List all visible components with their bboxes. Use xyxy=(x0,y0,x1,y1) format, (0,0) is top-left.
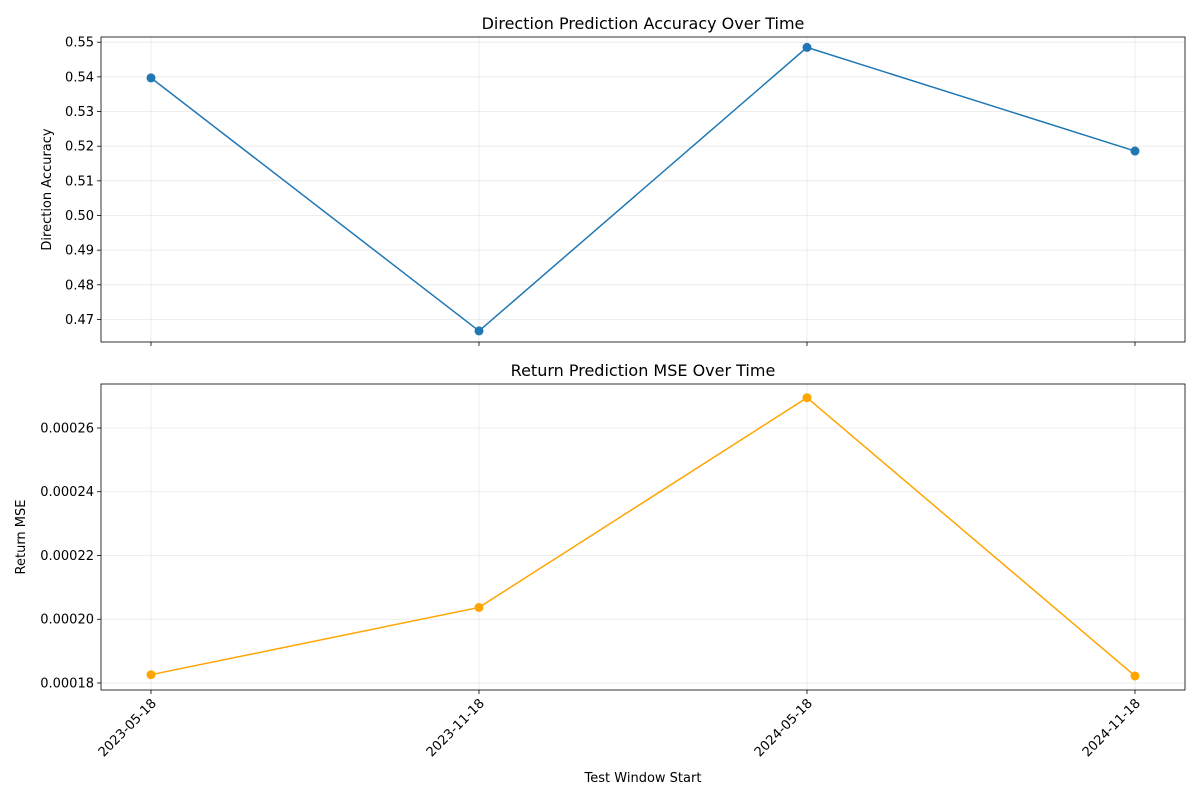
y-axis-label: Direction Accuracy xyxy=(40,128,55,251)
data-point xyxy=(1130,671,1140,681)
axes-frame xyxy=(100,36,1186,343)
x-axis-label: Test Window Start xyxy=(584,771,702,786)
y-tick-label: 0.00022 xyxy=(40,549,94,564)
y-tick-label: 0.00024 xyxy=(40,485,94,500)
series-line xyxy=(150,46,1136,332)
data-point xyxy=(802,42,812,52)
y-tick-label: 0.54 xyxy=(65,70,94,85)
data-point xyxy=(1130,146,1140,156)
x-tick-label: 2024-11-18 xyxy=(1080,696,1144,760)
y-tick-label: 0.51 xyxy=(65,174,94,189)
y-tick-label: 0.52 xyxy=(65,140,94,155)
series-line xyxy=(150,396,1136,677)
y-tick-label: 0.49 xyxy=(65,244,94,259)
chart-panel-2: 0.00018 0.00020 0.00022 0.00024 0.00026 2023-… xyxy=(14,361,1186,786)
data-point xyxy=(146,73,156,83)
data-point xyxy=(146,670,156,680)
data-point xyxy=(474,326,484,336)
y-tick-label: 0.47 xyxy=(65,313,94,328)
y-tick-label: 0.53 xyxy=(65,105,94,120)
chart-title: Direction Prediction Accuracy Over Time xyxy=(482,14,805,33)
y-tick-label: 0.50 xyxy=(65,209,94,224)
data-point xyxy=(802,393,812,403)
x-tick-label: 2023-11-18 xyxy=(424,696,488,760)
y-tick-label: 0.00026 xyxy=(40,421,94,436)
y-axis-label: Return MSE xyxy=(14,500,29,575)
y-tick-label: 0.00020 xyxy=(40,613,94,628)
y-tick-label: 0.55 xyxy=(65,36,94,51)
axes-frame xyxy=(100,383,1186,691)
y-tick-label: 0.00018 xyxy=(40,676,94,691)
data-point xyxy=(474,602,484,612)
x-tick-label: 2024-05-18 xyxy=(752,696,816,760)
chart-title: Return Prediction MSE Over Time xyxy=(511,361,776,380)
chart-panel-1: 0.47 0.48 0.49 0.50 0.51 0.52 0.53 0.54 0.55 Dire… xyxy=(40,14,1186,346)
y-tick-label: 0.48 xyxy=(65,278,94,293)
x-tick-label: 2023-05-18 xyxy=(96,696,160,760)
